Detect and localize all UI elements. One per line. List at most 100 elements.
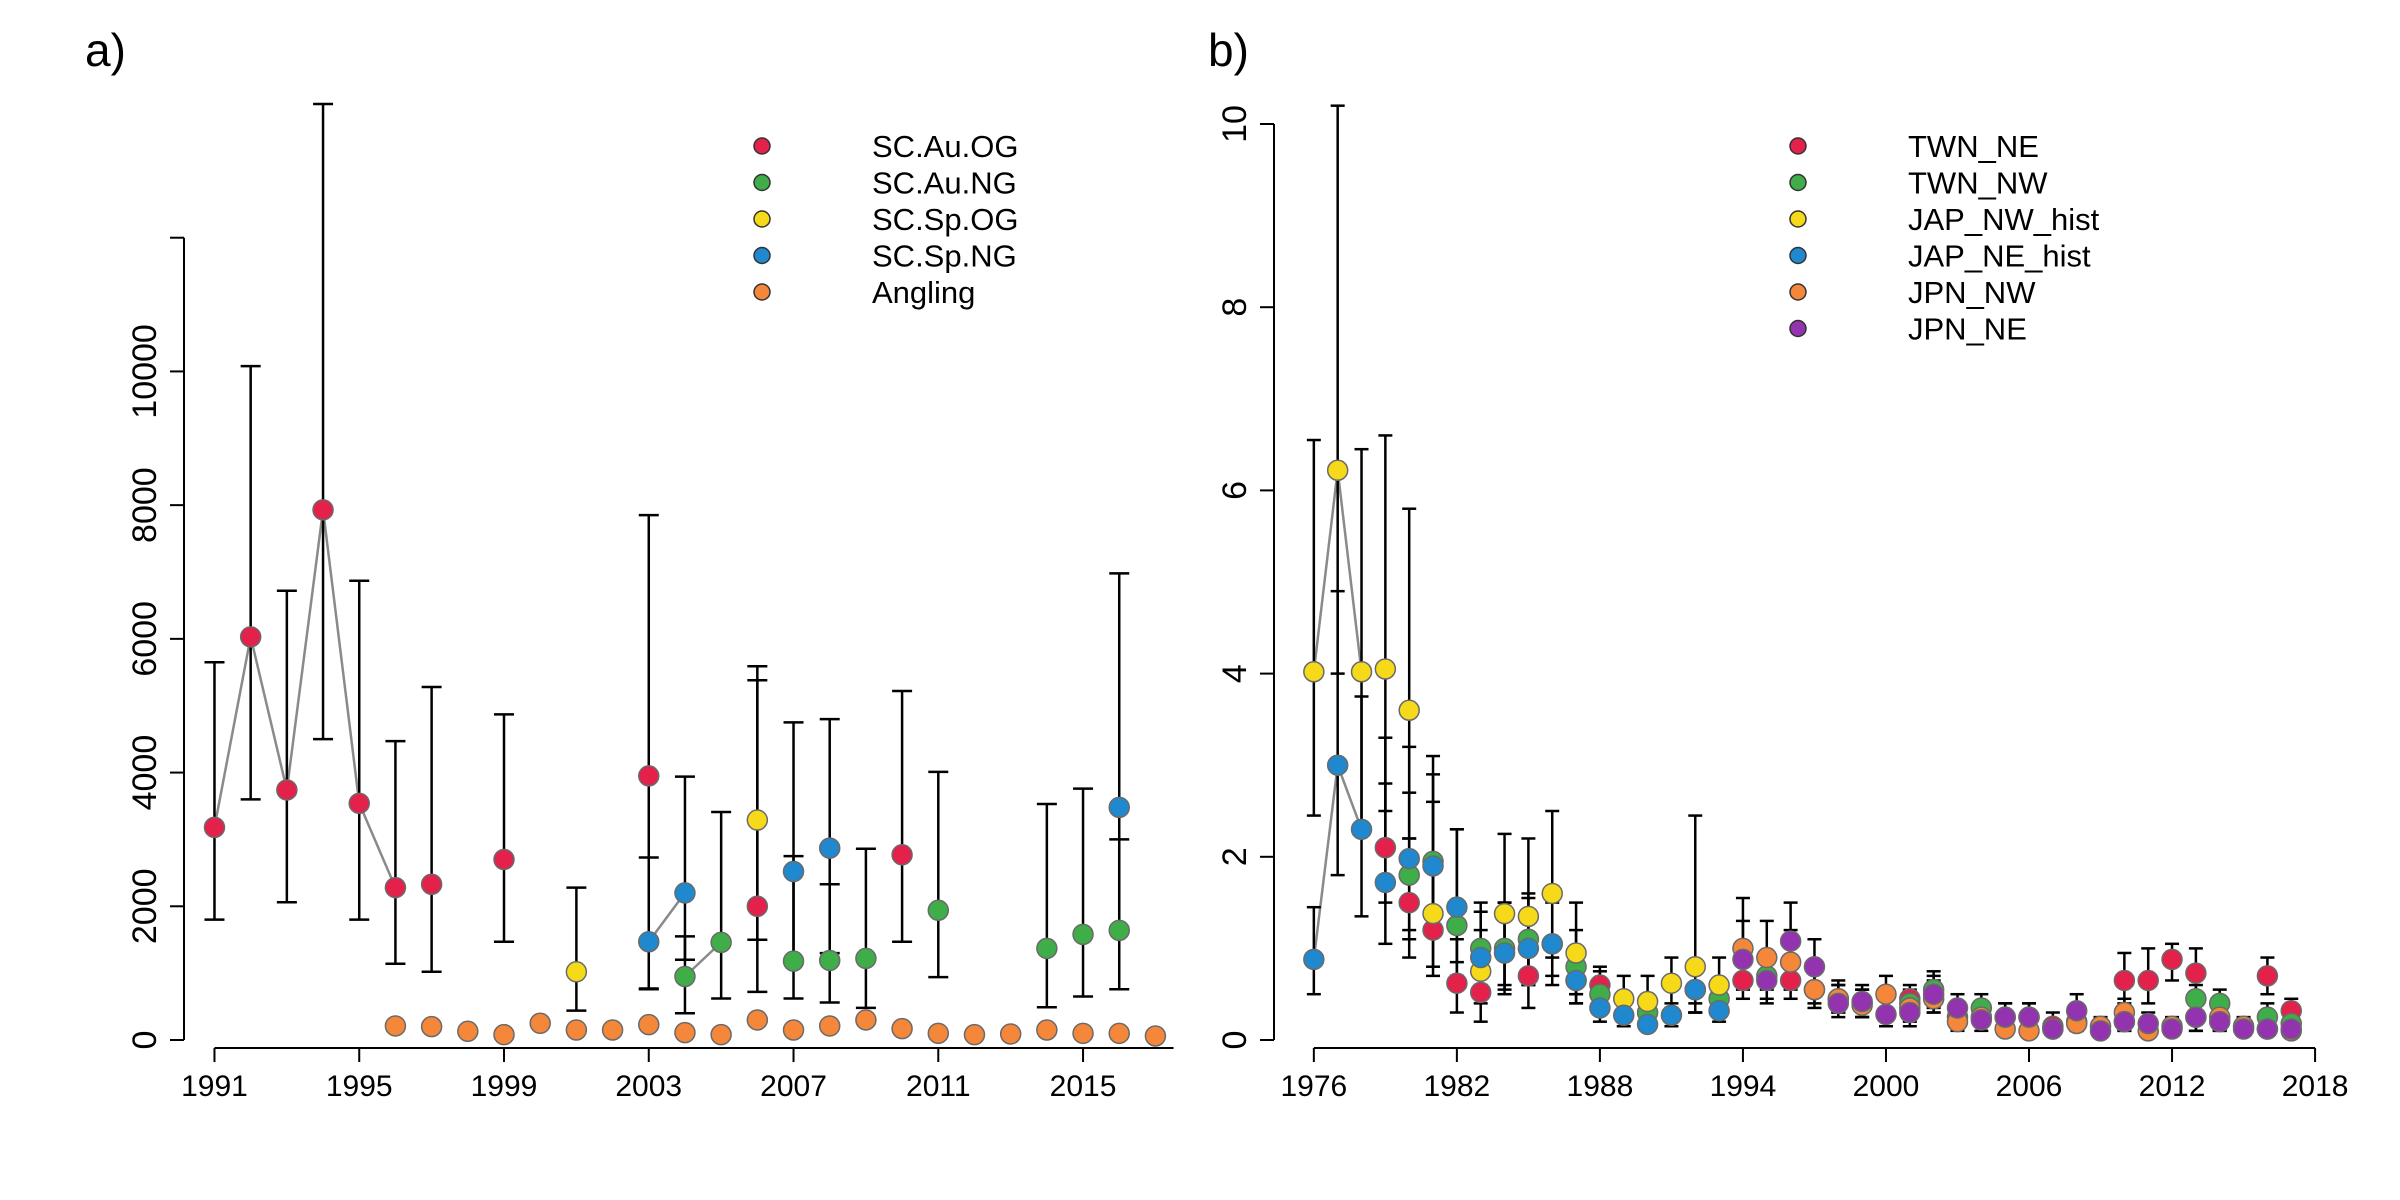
y-tick-label: 10 [1216,105,1254,143]
legend-label: JAP_NW_hist [1908,202,2100,237]
data-point [1541,882,1563,905]
legend-label: Angling [872,275,975,310]
data-point [782,860,805,883]
data-point [1398,891,1420,914]
legend-marker [1789,173,1807,192]
data-point [1398,699,1420,721]
data-point [2185,962,2207,984]
data-point [674,965,696,988]
data-point [1493,942,1516,964]
data-point [2065,999,2088,1022]
data-point [746,809,769,831]
data-point [2018,1006,2040,1028]
data-point [1350,818,1373,841]
data-point [927,899,950,922]
data-point [2232,1018,2255,1040]
data-point [2185,988,2207,1010]
legend-marker [753,210,771,228]
x-tick-label: 2015 [1050,1070,1117,1103]
data-point [1779,951,1802,973]
data-point [1708,974,1730,996]
legend-label: TWN_NW [1908,166,2048,201]
data-point [493,848,515,871]
data-point [2137,969,2159,992]
x-tick-label: 1991 [181,1070,248,1103]
data-point [638,765,660,787]
data-point [1517,965,1540,987]
legend-marker [1789,210,1807,228]
panel-label-b: b) [1208,24,1249,76]
x-tick-label: 2000 [1853,1070,1920,1103]
data-point [782,950,805,972]
data-point [2256,965,2279,987]
x-tick-label: 2011 [906,1070,971,1103]
data-point [1108,919,1130,942]
legend-marker [1789,246,1807,265]
legend-label: SC.Au.OG [872,129,1018,164]
legend-label: TWN_NE [1908,129,2039,164]
data-point [1851,990,1873,1013]
data-point [999,1023,1022,1045]
data-point [1036,937,1058,960]
data-point [638,1013,660,1036]
legend-label: JPN_NW [1908,275,2036,310]
data-point [1036,1019,1058,1041]
legend-label: SC.Sp.NG [872,239,1017,274]
y-tick-label: 4000 [126,735,164,811]
data-point [1565,969,1587,992]
data-point [1374,871,1397,894]
data-point [1946,997,1969,1019]
data-point [1970,1009,1993,1031]
data-point [1612,1004,1635,1027]
data-point [1072,1022,1094,1045]
data-point [1922,983,1945,1005]
data-point [891,1017,913,1040]
data-point [1541,933,1563,955]
data-point [1144,1025,1167,1047]
legend-marker [1789,283,1807,301]
data-point [1756,969,1778,992]
y-tick-label: 8000 [126,467,164,543]
data-point [2113,969,2136,992]
data-point [2208,1010,2231,1033]
data-point [312,499,334,521]
chart-panel-b: 1976 1982 1988 1994 2000 2006 2012 2018 0 2 4 6 8 10 T… [1216,104,2349,1103]
data-point [674,882,696,904]
legend-marker [753,283,771,301]
x-tick-label: 2003 [615,1070,682,1103]
y-tick-label: 2000 [126,868,164,944]
data-point [2185,1006,2207,1028]
data-point [1732,969,1754,992]
data-point [1446,896,1468,918]
data-point [1350,661,1373,683]
data-point [1779,930,1802,952]
x-tick-label: 2018 [2282,1070,2349,1103]
data-point [1875,983,1897,1005]
data-point [384,1015,407,1037]
data-point [818,837,841,859]
data-point [1374,658,1397,680]
data-point [1684,955,1707,978]
data-point [1684,978,1707,1001]
data-point [746,895,769,918]
x-tick-label: 2007 [760,1070,827,1103]
data-point [1446,914,1468,937]
data-point [1446,972,1468,994]
data-point [1469,946,1492,969]
legend-marker [753,173,771,192]
y-tick-label: 4 [1216,664,1254,683]
data-point [203,816,226,839]
data-point [384,876,407,899]
data-point [746,1009,769,1031]
data-point [1899,1001,1921,1024]
data-point [1326,459,1349,481]
chart-panel-a: 1991 1995 1999 2003 2007 2011 2015 0 2000 4000 600… [126,102,1174,1103]
data-point [1756,946,1778,969]
data-point [2280,1018,2302,1040]
x-tick-label: 1994 [1710,1070,1777,1103]
data-point [710,1023,732,1046]
x-tick-label: 1995 [326,1070,393,1103]
legend-marker [753,137,771,155]
data-point [1108,1022,1130,1045]
